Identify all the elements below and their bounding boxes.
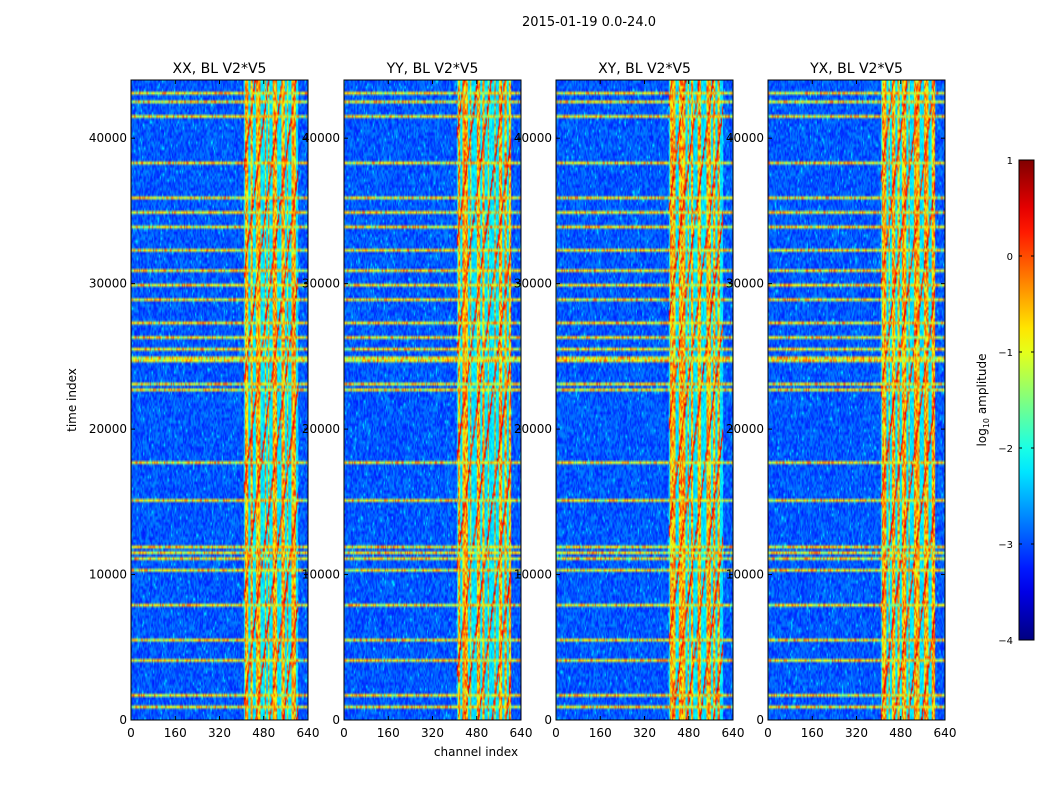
heatmap-image: [768, 80, 945, 720]
y-tick-label: 30000: [726, 277, 764, 291]
y-tick-label: 0: [544, 713, 552, 727]
y-tick-label: 40000: [514, 131, 552, 145]
x-tick-label: 320: [421, 726, 444, 740]
y-tick-label: 10000: [302, 568, 340, 582]
x-tick-label: 0: [764, 726, 772, 740]
panel-yx: YX, BL V2*V5 0 160 320 480 640 0 10000 20000 3000…: [726, 61, 957, 740]
colorbar-tick-label: −4: [998, 636, 1013, 647]
panel-yy: YY, BL V2*V5 0 160 320 480 640 0 10000 20000 3000…: [302, 61, 533, 740]
colorbar-tick-label: 1: [1007, 156, 1013, 167]
figure-suptitle: 2015-01-19 0.0-24.0: [522, 15, 656, 30]
y-tick-label: 20000: [726, 422, 764, 436]
y-tick-label: 0: [756, 713, 764, 727]
y-tick-label: 10000: [514, 568, 552, 582]
y-axis-label: time index: [65, 368, 79, 432]
colorbar-tick-label: 0: [1007, 252, 1013, 263]
y-tick-label: 30000: [89, 277, 127, 291]
heatmap-image: [556, 80, 733, 720]
y-tick-label: 30000: [514, 277, 552, 291]
x-tick-label: 320: [845, 726, 868, 740]
x-tick-label: 0: [340, 726, 348, 740]
y-tick-label: 20000: [89, 422, 127, 436]
x-tick-label: 640: [510, 726, 533, 740]
y-tick-label: 20000: [514, 422, 552, 436]
x-tick-label: 160: [589, 726, 612, 740]
x-tick-label: 320: [633, 726, 656, 740]
panel-xx: XX, BL V2*V5 0 160 320 480 640 0 10000 20000 3000…: [89, 61, 320, 740]
x-tick-label: 640: [297, 726, 320, 740]
colorbar: −4 −3 −2 −1 0 1 log10 amplitude: [975, 156, 1035, 647]
heatmap-image: [344, 80, 521, 720]
x-tick-label: 640: [934, 726, 957, 740]
y-tick-label: 10000: [726, 568, 764, 582]
x-tick-label: 640: [722, 726, 745, 740]
heatmap-panels: XX, BL V2*V5 0 160 320 480 640 0 10000 20000 3000…: [89, 61, 957, 740]
x-tick-label: 480: [677, 726, 700, 740]
colorbar-gradient: [1018, 159, 1035, 641]
x-tick-label: 0: [127, 726, 135, 740]
y-tick-label: 40000: [302, 131, 340, 145]
x-tick-label: 160: [801, 726, 824, 740]
y-tick-label: 40000: [89, 131, 127, 145]
colorbar-tick-label: −1: [998, 348, 1013, 359]
heatmap-image: [131, 80, 308, 720]
panel-title: YY, BL V2*V5: [386, 61, 479, 77]
panel-title: YX, BL V2*V5: [809, 61, 903, 77]
y-tick-label: 40000: [726, 131, 764, 145]
y-tick-label: 0: [119, 713, 127, 727]
x-tick-label: 480: [252, 726, 275, 740]
panel-title: XY, BL V2*V5: [598, 61, 691, 77]
x-tick-label: 160: [164, 726, 187, 740]
x-tick-label: 480: [889, 726, 912, 740]
y-tick-label: 30000: [302, 277, 340, 291]
panel-xy: XY, BL V2*V5 0 160 320 480 640 0 10000 20000 3000…: [514, 61, 745, 740]
x-axis-label: channel index: [434, 745, 518, 759]
y-tick-label: 10000: [89, 568, 127, 582]
x-tick-label: 160: [377, 726, 400, 740]
x-tick-label: 480: [465, 726, 488, 740]
x-tick-label: 0: [552, 726, 560, 740]
colorbar-tick-label: −2: [998, 444, 1013, 455]
x-tick-label: 320: [208, 726, 231, 740]
panel-title: XX, BL V2*V5: [173, 61, 267, 77]
y-tick-label: 20000: [302, 422, 340, 436]
colorbar-tick-label: −3: [998, 540, 1013, 551]
colorbar-label: log10 amplitude: [975, 354, 991, 447]
y-tick-label: 0: [332, 713, 340, 727]
